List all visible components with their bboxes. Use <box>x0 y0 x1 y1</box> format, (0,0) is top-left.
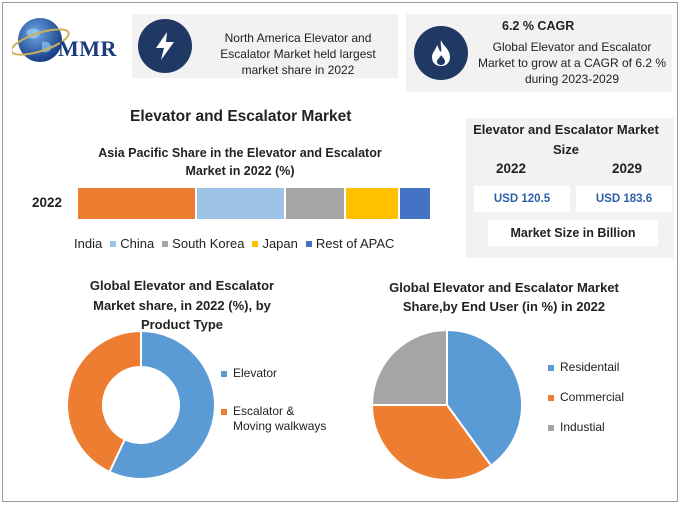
brand-name: MMR <box>58 36 117 61</box>
legend-label: Japan <box>262 236 298 251</box>
legend-swatch <box>305 240 312 247</box>
flame-icon <box>414 26 468 80</box>
cagr-card: 6.2 % CAGR Global Elevator and Escalator… <box>406 14 672 92</box>
legend-item-india: India <box>74 236 102 251</box>
product-type-chart-title: Global Elevator and Escalator Market sha… <box>89 278 275 332</box>
bar-legend: India China South Korea Japan Rest of APAC <box>74 236 402 251</box>
legend-swatch <box>548 365 554 371</box>
bar-segment-china <box>197 188 286 219</box>
legend-item-japan: Japan <box>252 236 298 251</box>
value-2022: USD 120.5 <box>474 186 570 212</box>
bar-segment-japan <box>346 188 400 219</box>
legend-item-china: China <box>110 236 154 251</box>
legend-label: Escalator & Moving walkways <box>233 404 327 433</box>
legend-swatch <box>162 240 169 247</box>
bar-segment-south-korea <box>285 188 347 219</box>
legend-label: Commercial <box>560 390 625 404</box>
infographic-frame <box>2 2 678 502</box>
end-user-pie-chart <box>371 329 523 481</box>
stacked-bar <box>78 188 430 219</box>
legend-label: Elevator <box>233 366 278 380</box>
product-type-legend: Elevator Escalator & Moving walkways <box>221 366 351 436</box>
slice-residentail <box>446 329 523 468</box>
bar-chart-title: Asia Pacific Share in the Elevator and E… <box>98 146 382 178</box>
end-user-legend: Residentail Commercial Industial <box>548 360 658 440</box>
legend-swatch <box>548 395 554 401</box>
legend-item-south-korea: South Korea <box>162 236 244 251</box>
legend-swatch <box>252 240 259 247</box>
market-size-title: Elevator and Escalator Market Size <box>473 122 659 157</box>
slice-commercial <box>371 404 493 481</box>
legend-label: India <box>74 236 103 251</box>
market-size-unit: Market Size in Billion <box>488 220 658 246</box>
bar-category-label: 2022 <box>32 195 63 210</box>
product-type-donut-chart <box>66 330 216 480</box>
mmr-logo: MMR <box>12 12 132 68</box>
end-user-chart-title: Global Elevator and Escalator Market Sha… <box>389 280 619 314</box>
legend-label: Rest of APAC <box>315 236 395 251</box>
main-title: Elevator and Escalator Market <box>130 108 352 125</box>
slice-industial <box>371 329 448 406</box>
legend-label: China <box>120 236 155 251</box>
market-size-card: Elevator and Escalator Market Size 2022 … <box>466 118 674 258</box>
lightning-icon <box>138 19 192 73</box>
year-2029-label: 2029 <box>612 161 643 176</box>
legend-label: Residentail <box>560 360 620 374</box>
cagr-heading: 6.2 % CAGR <box>502 19 575 33</box>
slice-elevator <box>108 330 216 480</box>
slice-escalator-moving-walkways <box>66 330 142 474</box>
globe-icon <box>12 18 70 62</box>
north-america-text: North America Elevator and Escalator Mar… <box>220 31 376 77</box>
legend-label: South Korea <box>172 236 245 251</box>
north-america-card: North America Elevator and Escalator Mar… <box>132 14 398 78</box>
legend-item-rest-of-apac: Rest of APAC <box>305 236 395 251</box>
bar-segment-rest-of-apac <box>399 188 430 219</box>
year-2022-label: 2022 <box>496 161 527 176</box>
legend-label: Industial <box>560 420 605 434</box>
bar-segment-india <box>78 188 198 219</box>
legend-swatch <box>548 425 554 431</box>
value-2029: USD 183.6 <box>576 186 672 212</box>
cagr-text: Global Elevator and Escalator Market to … <box>477 40 667 86</box>
legend-swatch <box>110 240 117 247</box>
legend-swatch <box>221 409 227 415</box>
legend-swatch <box>221 371 227 377</box>
